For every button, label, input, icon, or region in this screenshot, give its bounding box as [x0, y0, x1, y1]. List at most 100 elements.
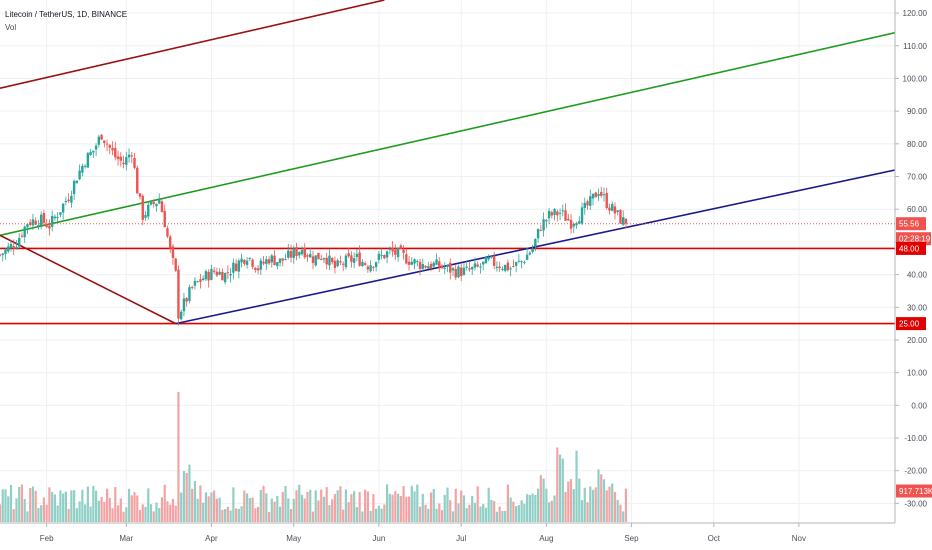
volume-bar — [224, 508, 227, 522]
candle-body — [223, 273, 227, 283]
volume-bar — [487, 487, 490, 522]
volume-bar — [174, 505, 177, 522]
volume-bar — [583, 487, 586, 522]
candle-body — [358, 252, 361, 266]
volume-bar — [569, 479, 573, 522]
volume-bar — [210, 492, 213, 522]
volume-bar — [141, 504, 144, 522]
volume-bar — [265, 493, 268, 522]
candle-body — [531, 248, 534, 253]
candle-body — [446, 264, 449, 267]
volume-bar — [479, 506, 482, 522]
volume-bar — [317, 500, 320, 522]
time-axis[interactable]: Feb Mar Apr May Jun Jul Aug Sep Oct Nov — [0, 522, 895, 543]
volume-bar — [256, 506, 260, 522]
candle-body — [50, 215, 54, 227]
candle-body — [399, 245, 403, 249]
volume-bar — [166, 501, 169, 522]
candle-body — [237, 260, 241, 272]
candle-body — [528, 252, 532, 255]
volume-bar — [284, 486, 287, 522]
volume-bar — [454, 488, 457, 522]
volume-bar — [331, 499, 334, 522]
upper-level-value: 48.00 — [899, 244, 920, 253]
volume-bar — [493, 501, 496, 522]
candle-body — [427, 266, 430, 269]
candle-body — [300, 249, 304, 255]
volume-bar — [89, 506, 92, 522]
candle-body — [624, 218, 628, 224]
candle-body — [611, 204, 614, 211]
candle-body — [490, 256, 493, 258]
candle-body — [501, 269, 504, 271]
candle-body — [421, 264, 424, 269]
volume-bar — [273, 501, 276, 522]
volume-bar — [520, 500, 523, 522]
candle-body — [276, 262, 279, 267]
candle-body — [377, 253, 381, 260]
volume-bar — [394, 491, 397, 522]
volume-bar — [421, 493, 424, 522]
volume-bar — [218, 497, 221, 522]
candle-body — [75, 180, 79, 184]
candle-body — [385, 251, 389, 258]
candle-body — [578, 221, 581, 224]
volume-bar — [386, 484, 389, 522]
candle-body — [259, 260, 263, 270]
candle-body — [550, 212, 554, 216]
volume-bar — [509, 497, 512, 522]
candle-body — [303, 247, 306, 258]
price-axis[interactable]: 120.00110.00100.0090.0080.0070.0060.0050… — [894, 0, 932, 550]
volume-bar — [377, 505, 380, 522]
volume-bar — [388, 493, 391, 522]
candle-body — [605, 193, 608, 209]
volume-bar — [48, 487, 51, 522]
volume-bar — [597, 469, 600, 522]
candle-body — [402, 249, 405, 253]
candle-body — [347, 253, 350, 257]
candle-body — [471, 266, 474, 270]
volume-bar — [278, 506, 282, 522]
volume-bar — [111, 508, 114, 522]
candle-body — [289, 251, 293, 258]
volume-bar — [191, 488, 194, 522]
price-tick-label: 80.00 — [907, 140, 928, 149]
price-tags: 55.56 02:28:19 48.00 25.00 917.713K — [896, 217, 932, 498]
candle-body — [311, 256, 315, 264]
time-tick-label: Feb — [40, 534, 54, 543]
candle-body — [141, 195, 144, 220]
candle-body — [97, 136, 101, 145]
volume-bar — [292, 498, 295, 522]
symbol-title[interactable]: Litecoin / TetherUS, 1D, BINANCE — [5, 10, 128, 19]
volume-bar — [62, 493, 65, 522]
horizontal-levels[interactable] — [0, 247, 895, 325]
volume-bar — [369, 510, 372, 522]
volume-bar — [40, 505, 43, 522]
candle-body — [34, 220, 37, 225]
candle-body — [320, 258, 323, 260]
candle-body — [309, 254, 312, 258]
volume-bar — [100, 496, 103, 522]
candle-body — [67, 199, 70, 202]
candle-body — [94, 145, 98, 150]
volume-legend[interactable]: Vol — [5, 23, 17, 32]
volume-bar — [20, 484, 24, 522]
candle-body — [185, 298, 188, 302]
volume-bar — [185, 472, 188, 522]
volume-bar — [251, 497, 254, 522]
grid-lines — [0, 0, 895, 523]
price-tick-label: -20.00 — [904, 467, 927, 476]
candle-body — [278, 258, 282, 263]
candle-body — [212, 270, 216, 272]
candle-body — [218, 271, 221, 275]
volume-bar — [539, 475, 542, 522]
volume-bar — [267, 511, 271, 522]
candle-body — [380, 254, 383, 256]
candle-body — [61, 203, 65, 213]
volume-bar — [229, 510, 232, 522]
volume-bar — [347, 502, 350, 522]
volume-bar — [51, 492, 54, 522]
candle-body — [92, 150, 95, 153]
candle-body — [245, 260, 249, 265]
